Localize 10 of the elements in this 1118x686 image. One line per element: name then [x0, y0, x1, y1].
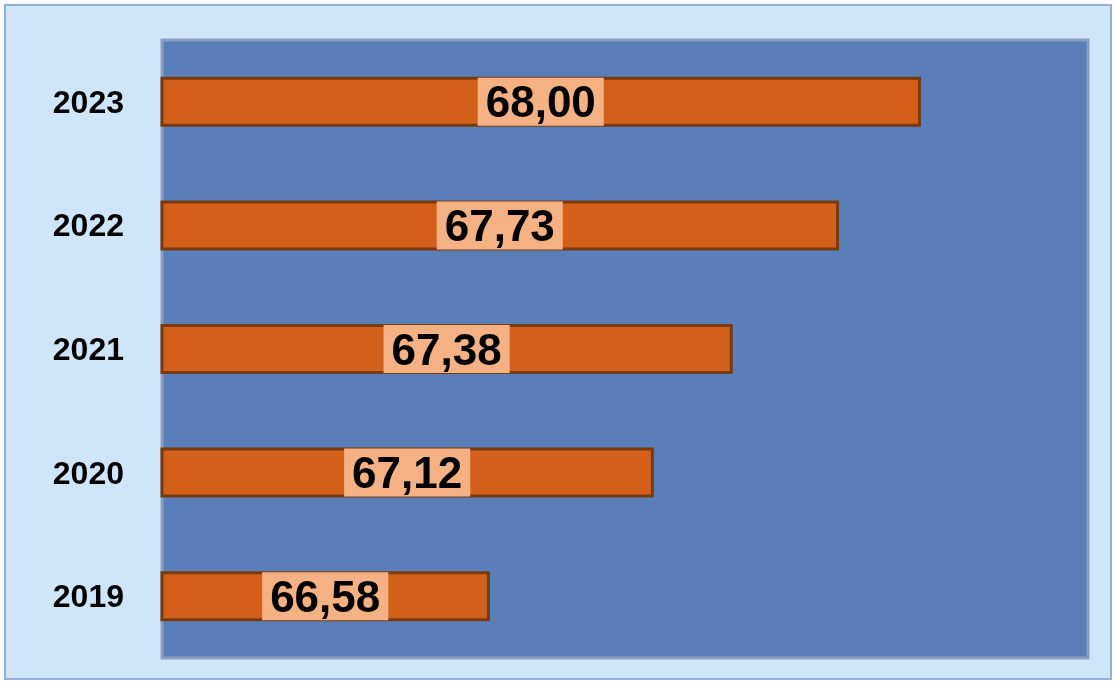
y-tick-label: 2019	[52, 578, 124, 615]
data-label: 68,00	[485, 77, 596, 127]
y-tick-label: 2021	[52, 331, 124, 367]
data-label: 67,12	[352, 448, 463, 498]
y-tick-label: 2020	[52, 454, 124, 491]
data-label: 67,38	[391, 324, 502, 374]
y-tick-label: 2022	[52, 207, 124, 244]
y-tick-label: 2023	[52, 83, 124, 120]
data-label: 66,58	[270, 571, 381, 621]
data-label: 67,73	[444, 200, 555, 250]
